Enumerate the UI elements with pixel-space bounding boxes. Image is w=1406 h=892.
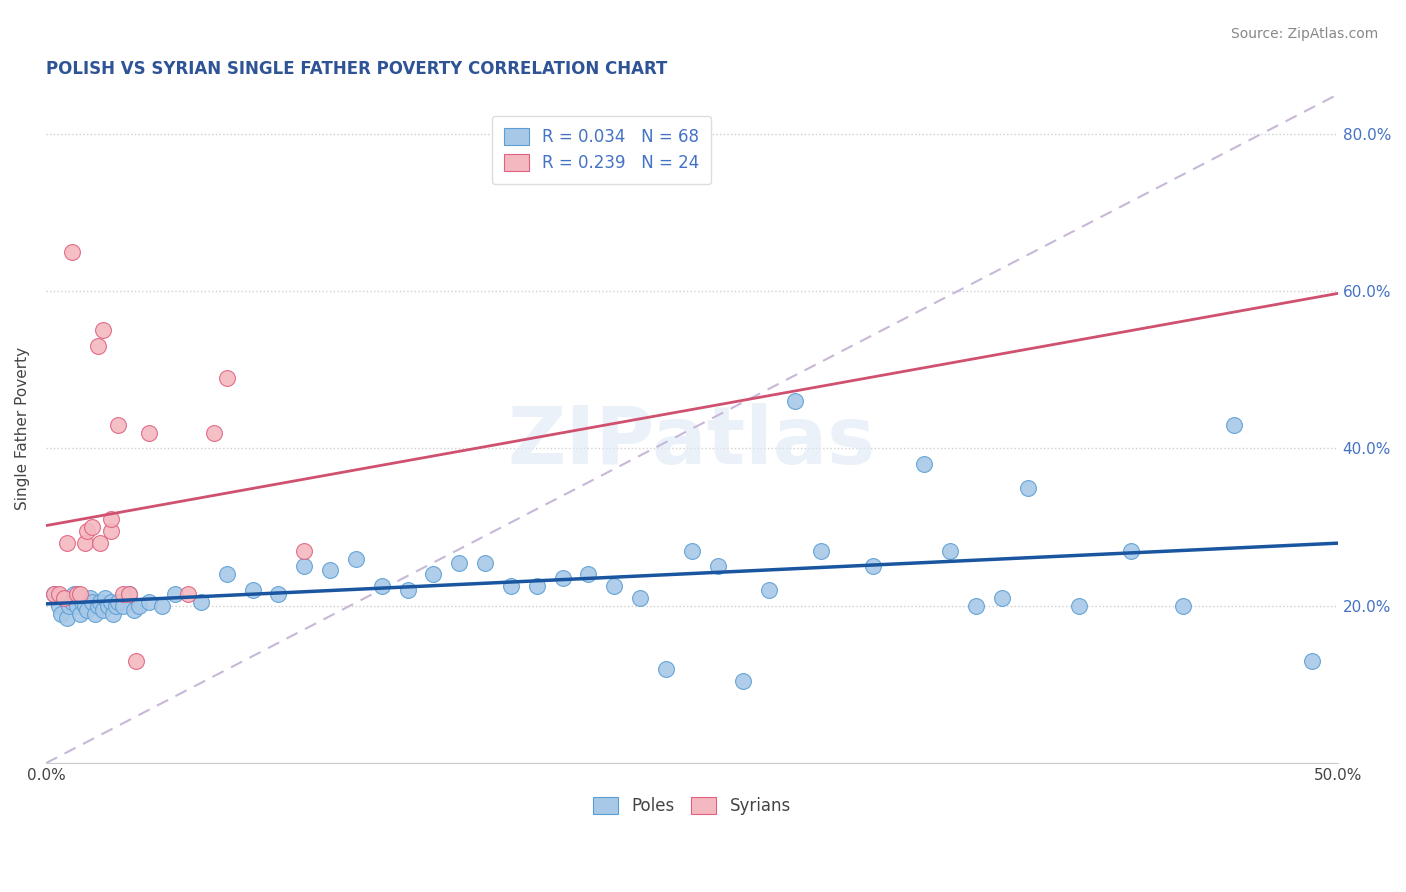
Point xyxy=(89,595,111,609)
Legend: Poles, Syrians: Poles, Syrians xyxy=(586,790,797,822)
Point xyxy=(53,591,76,605)
Point xyxy=(655,662,678,676)
Point xyxy=(422,567,444,582)
Point xyxy=(63,587,86,601)
Point xyxy=(138,425,160,440)
Point xyxy=(42,587,65,601)
Point xyxy=(101,607,124,621)
Point xyxy=(603,579,626,593)
Point xyxy=(551,571,574,585)
Point xyxy=(117,587,139,601)
Point xyxy=(733,673,755,688)
Point xyxy=(292,543,315,558)
Point xyxy=(60,244,83,259)
Point xyxy=(991,591,1014,605)
Point xyxy=(51,607,73,621)
Point xyxy=(53,591,76,605)
Point xyxy=(122,603,145,617)
Point xyxy=(89,536,111,550)
Point xyxy=(1223,417,1246,432)
Point xyxy=(91,323,114,337)
Point xyxy=(107,417,129,432)
Point xyxy=(76,524,98,538)
Point xyxy=(785,394,807,409)
Point xyxy=(138,595,160,609)
Point xyxy=(526,579,548,593)
Point xyxy=(104,599,127,613)
Point xyxy=(70,595,93,609)
Point xyxy=(42,587,65,601)
Point xyxy=(86,339,108,353)
Point xyxy=(55,536,77,550)
Point xyxy=(100,512,122,526)
Point xyxy=(69,587,91,601)
Point xyxy=(215,567,238,582)
Point xyxy=(499,579,522,593)
Point xyxy=(449,556,471,570)
Point xyxy=(86,599,108,613)
Point xyxy=(112,587,135,601)
Point xyxy=(862,559,884,574)
Point xyxy=(165,587,187,601)
Point xyxy=(912,457,935,471)
Point xyxy=(150,599,173,613)
Point xyxy=(82,520,104,534)
Point xyxy=(1069,599,1091,613)
Point xyxy=(76,603,98,617)
Point xyxy=(117,587,139,601)
Point xyxy=(706,559,728,574)
Point xyxy=(292,559,315,574)
Point xyxy=(94,591,117,605)
Point xyxy=(112,599,135,613)
Point xyxy=(100,595,122,609)
Point xyxy=(66,599,89,613)
Point xyxy=(681,543,703,558)
Text: Source: ZipAtlas.com: Source: ZipAtlas.com xyxy=(1230,27,1378,41)
Point xyxy=(242,582,264,597)
Point xyxy=(758,582,780,597)
Point xyxy=(48,587,70,601)
Point xyxy=(97,599,120,613)
Point xyxy=(73,536,96,550)
Text: ZIPatlas: ZIPatlas xyxy=(508,403,876,481)
Point xyxy=(810,543,832,558)
Point xyxy=(371,579,394,593)
Point xyxy=(73,599,96,613)
Point xyxy=(578,567,600,582)
Point xyxy=(965,599,987,613)
Point xyxy=(128,599,150,613)
Point xyxy=(125,654,148,668)
Point xyxy=(396,582,419,597)
Point xyxy=(1017,481,1039,495)
Point xyxy=(66,587,89,601)
Point xyxy=(107,595,129,609)
Point xyxy=(939,543,962,558)
Text: POLISH VS SYRIAN SINGLE FATHER POVERTY CORRELATION CHART: POLISH VS SYRIAN SINGLE FATHER POVERTY C… xyxy=(46,60,668,78)
Point xyxy=(100,524,122,538)
Point xyxy=(1171,599,1194,613)
Point xyxy=(48,599,70,613)
Point xyxy=(1301,654,1323,668)
Point xyxy=(82,595,104,609)
Point xyxy=(84,607,107,621)
Point xyxy=(319,563,342,577)
Point xyxy=(58,599,80,613)
Point xyxy=(474,556,496,570)
Point xyxy=(190,595,212,609)
Point xyxy=(79,591,101,605)
Point xyxy=(344,551,367,566)
Point xyxy=(1119,543,1142,558)
Point xyxy=(267,587,290,601)
Point xyxy=(69,607,91,621)
Point xyxy=(177,587,200,601)
Y-axis label: Single Father Poverty: Single Father Poverty xyxy=(15,347,30,510)
Point xyxy=(215,370,238,384)
Point xyxy=(628,591,651,605)
Point xyxy=(60,595,83,609)
Point xyxy=(202,425,225,440)
Point xyxy=(91,603,114,617)
Point xyxy=(55,610,77,624)
